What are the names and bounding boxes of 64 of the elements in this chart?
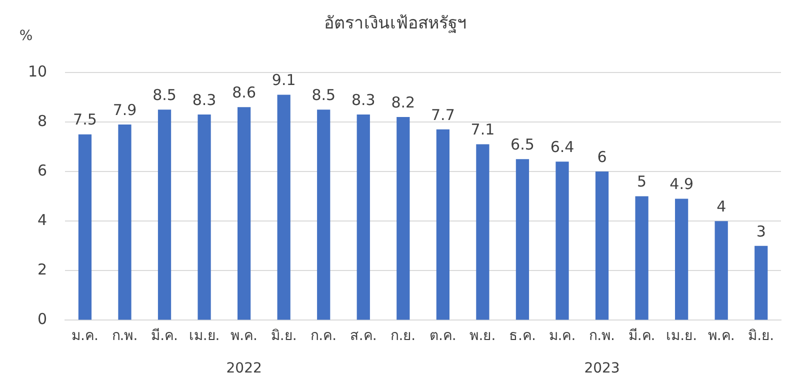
x-tick-label: ก.ค. (310, 328, 337, 344)
x-tick-label: มิ.ย. (270, 328, 297, 344)
y-tick-label: 8 (38, 112, 48, 130)
bar (317, 110, 330, 320)
data-label: 6 (597, 148, 607, 166)
data-label: 7.1 (470, 120, 495, 139)
bar (556, 162, 569, 320)
bar (356, 114, 370, 320)
bar (238, 107, 251, 320)
x-tick-label: ม.ค. (72, 328, 98, 344)
bar (158, 110, 172, 320)
x-tick-label: ต.ค. (429, 328, 456, 344)
text: 2023 (584, 360, 620, 377)
x-tick-label: พ.ค. (230, 328, 258, 344)
data-label: 8.3 (192, 90, 216, 109)
y-tick-label: 4 (38, 210, 48, 229)
x-tick-label: ธ.ค. (509, 328, 536, 344)
x-tick-label: มี.ค. (628, 328, 656, 344)
x-tick-label: ม.ค. (548, 328, 576, 344)
bar (714, 221, 728, 320)
data-label: 8.6 (232, 83, 256, 102)
data-label: 8.2 (391, 93, 416, 112)
x-tick-label: ส.ค. (350, 328, 377, 344)
y-tick-label: 10 (28, 62, 48, 80)
data-label: 8.5 (152, 86, 176, 104)
bar (595, 172, 609, 320)
bar (516, 159, 530, 320)
data-label: 5 (637, 172, 647, 191)
bar (118, 124, 132, 320)
data-label: 6.5 (510, 136, 534, 154)
x-tick-label: พ.ค. (708, 328, 735, 344)
data-label: 4.9 (670, 175, 694, 194)
x-tick-label: ก.พ. (112, 328, 138, 344)
bar (396, 117, 410, 320)
bar (198, 114, 211, 320)
y-tick-label: 0 (38, 310, 48, 328)
data-label: 8.3 (351, 90, 376, 109)
data-label: 7.7 (431, 106, 455, 124)
bar (476, 144, 490, 320)
data-label: 4 (716, 197, 726, 216)
data-label: 9.1 (272, 71, 296, 90)
data-label: 7.9 (112, 100, 137, 119)
bar (635, 196, 648, 320)
y-tick-label: 2 (38, 260, 48, 279)
bar (675, 198, 688, 320)
bar (754, 246, 768, 320)
data-label: 6.4 (550, 138, 574, 156)
x-tick-label: เม.ย. (666, 328, 698, 344)
x-tick-label: มิ.ย. (748, 328, 774, 344)
y-axis-title: % (19, 28, 33, 44)
data-label: 7.5 (73, 110, 97, 129)
x-tick-label: พ.ย. (470, 328, 496, 344)
x-tick-label: ก.ย. (390, 328, 416, 344)
x-tick-label: เม.ย. (188, 328, 220, 344)
chart-title: อัตราเงินเฟ้อสหรัฐฯ (324, 14, 467, 34)
data-label: 3 (756, 222, 766, 240)
bar (78, 134, 92, 320)
y-tick-label: 6 (38, 161, 48, 180)
data-label: 8.5 (312, 86, 336, 104)
x-tick-label: มี.ค. (151, 328, 178, 344)
text: 2022 (226, 360, 262, 377)
bar (277, 94, 290, 320)
x-tick-label: ก.พ. (589, 328, 615, 344)
bar (436, 129, 450, 320)
